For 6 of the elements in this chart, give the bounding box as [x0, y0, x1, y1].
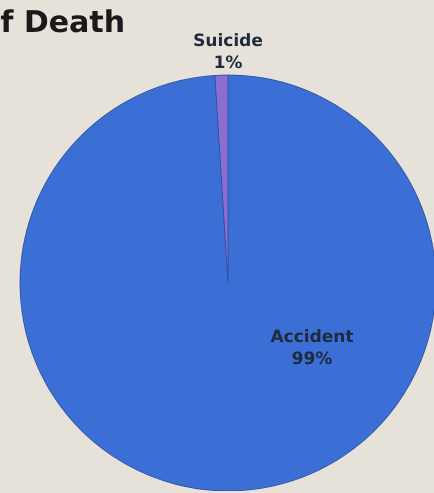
pie-slice: [20, 74, 434, 491]
data-label: 99%: [292, 349, 332, 369]
slice-label: Accident: [270, 327, 354, 347]
slice-label: Suicide: [193, 31, 263, 51]
data-label: 1%: [214, 53, 242, 73]
chart-title: f Death: [0, 5, 126, 40]
